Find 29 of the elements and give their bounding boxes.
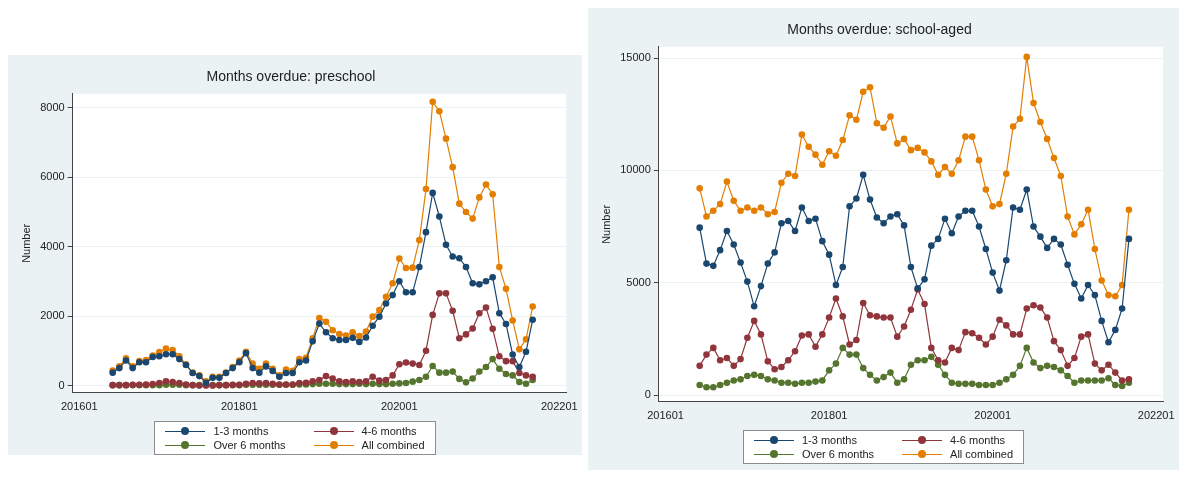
- chart-title: Months overdue: preschool: [206, 68, 376, 85]
- x-tick-label: 201801: [810, 409, 848, 422]
- y-tick-label: 15000: [620, 51, 651, 64]
- x-tick-label: 202001: [974, 409, 1012, 422]
- legend-label: 1-3 months: [801, 434, 857, 446]
- legend-label: 4-6 months: [950, 434, 1006, 446]
- y-tick-label: 0: [644, 388, 651, 401]
- x-tick-label: 202201: [540, 400, 578, 413]
- x-tick-label: 201601: [647, 409, 684, 422]
- y-tick-label: 4000: [40, 239, 65, 252]
- y-axis-title: Number: [19, 223, 32, 263]
- legend-label: All combined: [361, 439, 425, 451]
- legend-label: All combined: [950, 448, 1014, 460]
- x-tick-label: 202201: [1137, 409, 1175, 422]
- y-tick-label: 8000: [40, 100, 65, 113]
- y-tick-label: 10000: [620, 163, 651, 176]
- x-tick-label: 201801: [220, 400, 258, 413]
- y-tick-label: 0: [58, 378, 65, 391]
- y-axis-title: Number: [599, 204, 612, 244]
- chart-title: Months overdue: school-aged: [787, 21, 972, 38]
- legend-label: Over 6 months: [213, 439, 286, 451]
- legend-label: Over 6 months: [801, 448, 875, 460]
- y-tick-label: 6000: [40, 170, 65, 183]
- y-tick-label: 5000: [626, 275, 651, 288]
- legend-label: 1-3 months: [213, 425, 269, 437]
- y-tick-label: 2000: [40, 309, 65, 322]
- legend-label: 4-6 months: [361, 425, 417, 437]
- x-tick-label: 201601: [60, 400, 98, 413]
- x-tick-label: 202001: [380, 400, 418, 413]
